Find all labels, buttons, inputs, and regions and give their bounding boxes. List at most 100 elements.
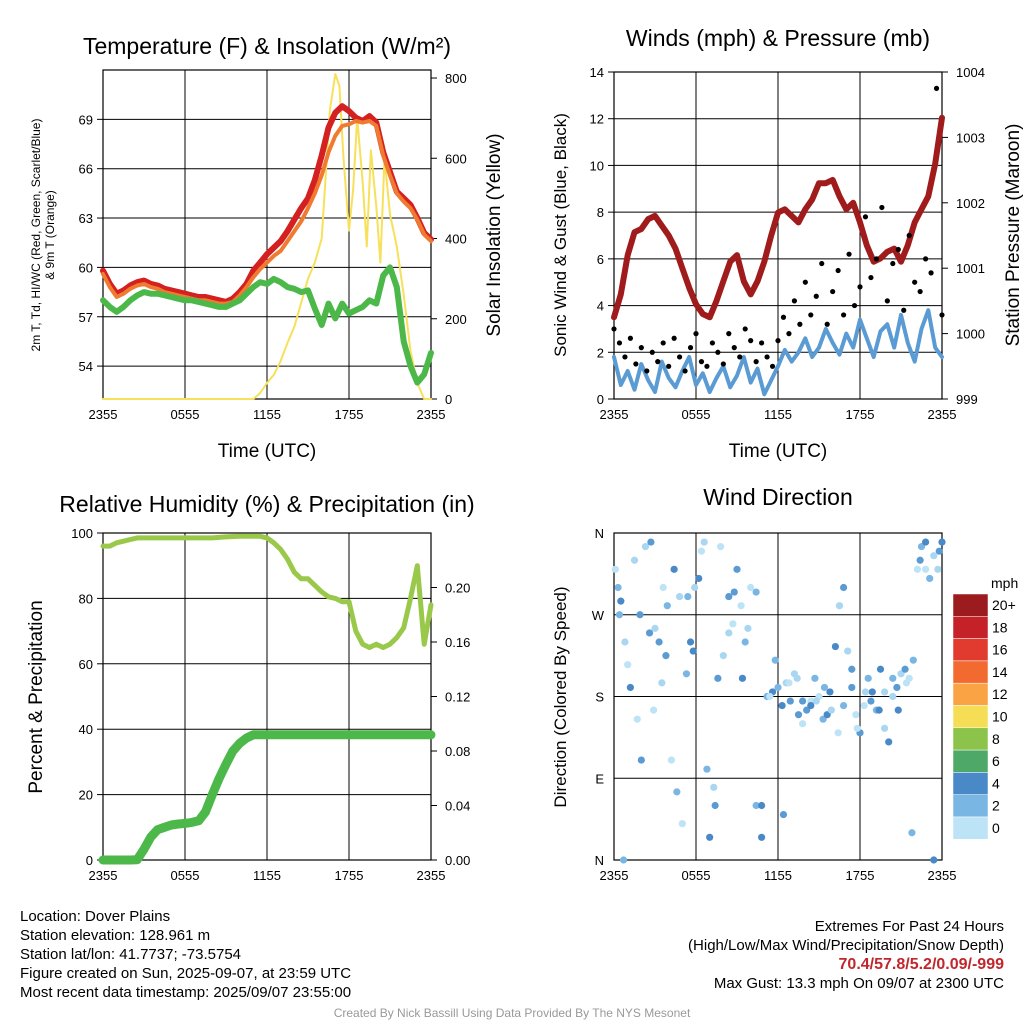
temperature-xlabel: Time (UTC) (218, 441, 317, 462)
winds-gust-point (808, 312, 814, 318)
winds-gust-point (704, 363, 710, 369)
winddir-point (758, 833, 766, 841)
winddir-point (706, 833, 714, 841)
winddir-point (673, 788, 681, 796)
winddir-point (621, 638, 629, 646)
winds-gust-point (830, 288, 836, 295)
winddir-point (676, 592, 684, 601)
temperature-xtick-label: 2355 (417, 407, 446, 422)
winddir-point (682, 670, 691, 678)
winddir-point (619, 856, 628, 864)
temperature-panel: 2355 0555 1155 1755 2355 Temperature (F) & In… (29, 33, 505, 462)
winddir-point (881, 688, 889, 696)
extremes-title: Extremes For Past 24 Hours (814, 918, 1004, 935)
temperature-series-9m-t (101, 119, 433, 306)
wind_direction-panel: 2355 0555 1155 1755 2355 Wind Direction N E S W N D… (551, 484, 1018, 883)
winds-gust-point (933, 85, 940, 91)
winds-gust-point (791, 298, 798, 304)
wind_direction-ytick-label: N (595, 853, 604, 868)
winds-panel: 2355 0555 1155 1755 2355 Winds (mph) & Pressu… (551, 25, 1024, 462)
winddir-point (684, 592, 692, 601)
legend-label: 4 (992, 775, 1000, 791)
temperature-ylabel-line2: & 9m T (Orange) (43, 190, 57, 280)
winds-gust-point (879, 204, 885, 211)
winds-gust-point (627, 335, 634, 341)
winds-gust-point (912, 279, 918, 285)
winddir-point (678, 820, 686, 828)
winds-gust-point (748, 338, 754, 344)
wind_direction-ytick-label: S (595, 690, 604, 705)
winds-gust-point (786, 331, 792, 337)
wind_direction-ytick-label: N (595, 526, 604, 541)
humidity-xtick-label: 0555 (171, 868, 200, 883)
humidity-ytick-label: 40 (79, 722, 93, 737)
winds-gust-point (633, 361, 639, 367)
winds-ytick-label: 10 (590, 158, 604, 173)
winddir-point (711, 801, 719, 810)
winds-xtick-label: 2355 (928, 407, 957, 422)
temperature-series-2m-t (100, 103, 434, 305)
winds-gust-point (693, 331, 699, 337)
winds-gust-point (862, 214, 869, 220)
winddir-point (827, 706, 835, 714)
winddir-point (717, 543, 725, 551)
winds-gust-point (906, 232, 912, 239)
winds-gust-point (666, 363, 672, 369)
legend-swatch (952, 749, 989, 773)
winddir-point (670, 565, 678, 573)
legend-label: 8 (992, 731, 1000, 747)
temperature-series-2m-td (100, 264, 434, 386)
legend-swatch (952, 705, 989, 729)
winddir-point (875, 706, 883, 714)
created-text: Figure created on Sun, 2025-09-07, at 23… (20, 965, 352, 982)
legend-swatch (952, 794, 989, 818)
humidity-ytick-label: 0 (86, 853, 93, 868)
winddir-point (826, 688, 834, 696)
winds-gust-point (709, 340, 716, 346)
winds-gust-point (857, 284, 863, 290)
winds-gust-point (753, 359, 759, 365)
winddir-point (934, 565, 942, 573)
winds-gust-point (715, 349, 721, 355)
winddir-point (614, 583, 622, 592)
winddir-point (864, 674, 872, 682)
winddir-point (771, 656, 779, 664)
winddir-point (852, 711, 860, 719)
legend-label: 10 (992, 709, 1008, 725)
temperature-y2tick-label: 200 (445, 312, 467, 327)
winds-ylabel: Sonic Wind & Gust (Blue, Black) (551, 113, 570, 357)
legend-swatch (952, 593, 989, 617)
winds-xtick-label: 1155 (764, 407, 792, 422)
winddir-point (901, 665, 909, 673)
station-info: Location: Dover Plains Station elevation… (20, 907, 351, 1002)
wind_direction-xtick-label: 1755 (846, 868, 875, 883)
winddir-point (853, 724, 861, 732)
winds-gust-point (720, 361, 726, 367)
legend-label: 0 (992, 820, 1000, 836)
winddir-point (799, 697, 807, 705)
winddir-point (778, 701, 786, 710)
winddir-point (844, 647, 852, 655)
winddir-point (909, 656, 917, 664)
winddir-point (719, 652, 727, 660)
winddir-point (658, 679, 666, 687)
winds-gust-point (813, 293, 819, 299)
timestamp-text: Most recent data timestamp: 2025/09/07 2… (20, 984, 352, 1001)
temperature-xtick-label: 2355 (89, 407, 118, 422)
winds-gust-point (780, 314, 787, 320)
winddir-point (938, 538, 946, 546)
wind_direction-title: Wind Direction (703, 484, 853, 510)
winddir-point (747, 583, 755, 592)
winds-series-station-pressure (611, 114, 945, 321)
winddir-point (848, 665, 856, 673)
winddir-point (655, 638, 663, 646)
winddir-point (624, 661, 632, 669)
winddir-point (737, 602, 745, 610)
winds-gust-point (884, 298, 890, 304)
latlon-text: Station lat/lon: 41.7737; -73.5754 (20, 946, 242, 963)
winds-xtick-label: 2355 (600, 407, 629, 422)
winddir-point (691, 583, 699, 592)
winds-ytick-label: 6 (597, 252, 604, 267)
temperature-ylabel-line1: 2m T, Td, HI/WC (Red, Green, Scarlet/Blu… (29, 119, 43, 352)
